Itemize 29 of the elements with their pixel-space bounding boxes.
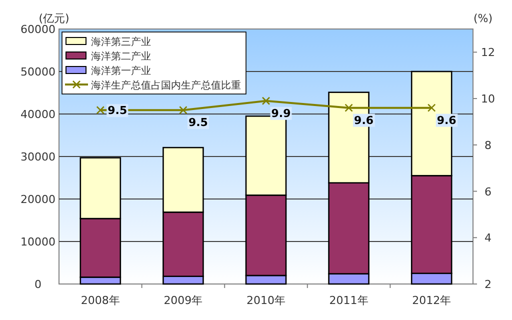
- data-label: 9.5: [188, 116, 208, 130]
- y2-axis-title: (%): [473, 12, 493, 25]
- x-tick-label: 2011年: [329, 294, 368, 307]
- y-tick-label: 60000: [20, 23, 56, 36]
- data-label: 9.9: [271, 106, 291, 120]
- data-label: 9.6: [354, 114, 374, 127]
- x-tick-label: 2012年: [412, 294, 452, 307]
- data-label: 9.5: [108, 104, 128, 118]
- legend-label: 海洋生产总值占国内生产总值比重: [91, 80, 241, 92]
- y-tick-label: 30000: [20, 150, 56, 164]
- y2-tick-label: 6: [484, 185, 492, 198]
- y2-tick-label: 8: [484, 138, 492, 152]
- y-tick-label: 50000: [20, 66, 56, 78]
- y2-tick-label: 4: [484, 232, 492, 245]
- data-label: 9.6: [436, 114, 457, 127]
- y-tick-label: 40000: [20, 108, 56, 121]
- legend-label: 海洋第二产业: [91, 50, 151, 62]
- y-tick-label: 0: [34, 278, 42, 291]
- y2-tick-label: 12: [481, 46, 495, 60]
- legend-label: 海洋第一产业: [91, 65, 151, 77]
- y-axis-title: (亿元): [38, 12, 70, 25]
- y2-tick-label: 10: [481, 92, 495, 106]
- y-tick-label: 20000: [20, 193, 56, 206]
- x-tick-label: 2009年: [164, 294, 203, 307]
- y2-tick-label: 2: [484, 278, 492, 291]
- x-tick-label: 2008年: [80, 294, 120, 307]
- y-tick-label: 10000: [20, 236, 56, 248]
- legend-label: 海洋第三产业: [91, 36, 151, 48]
- x-tick-label: 2010年: [246, 294, 286, 307]
